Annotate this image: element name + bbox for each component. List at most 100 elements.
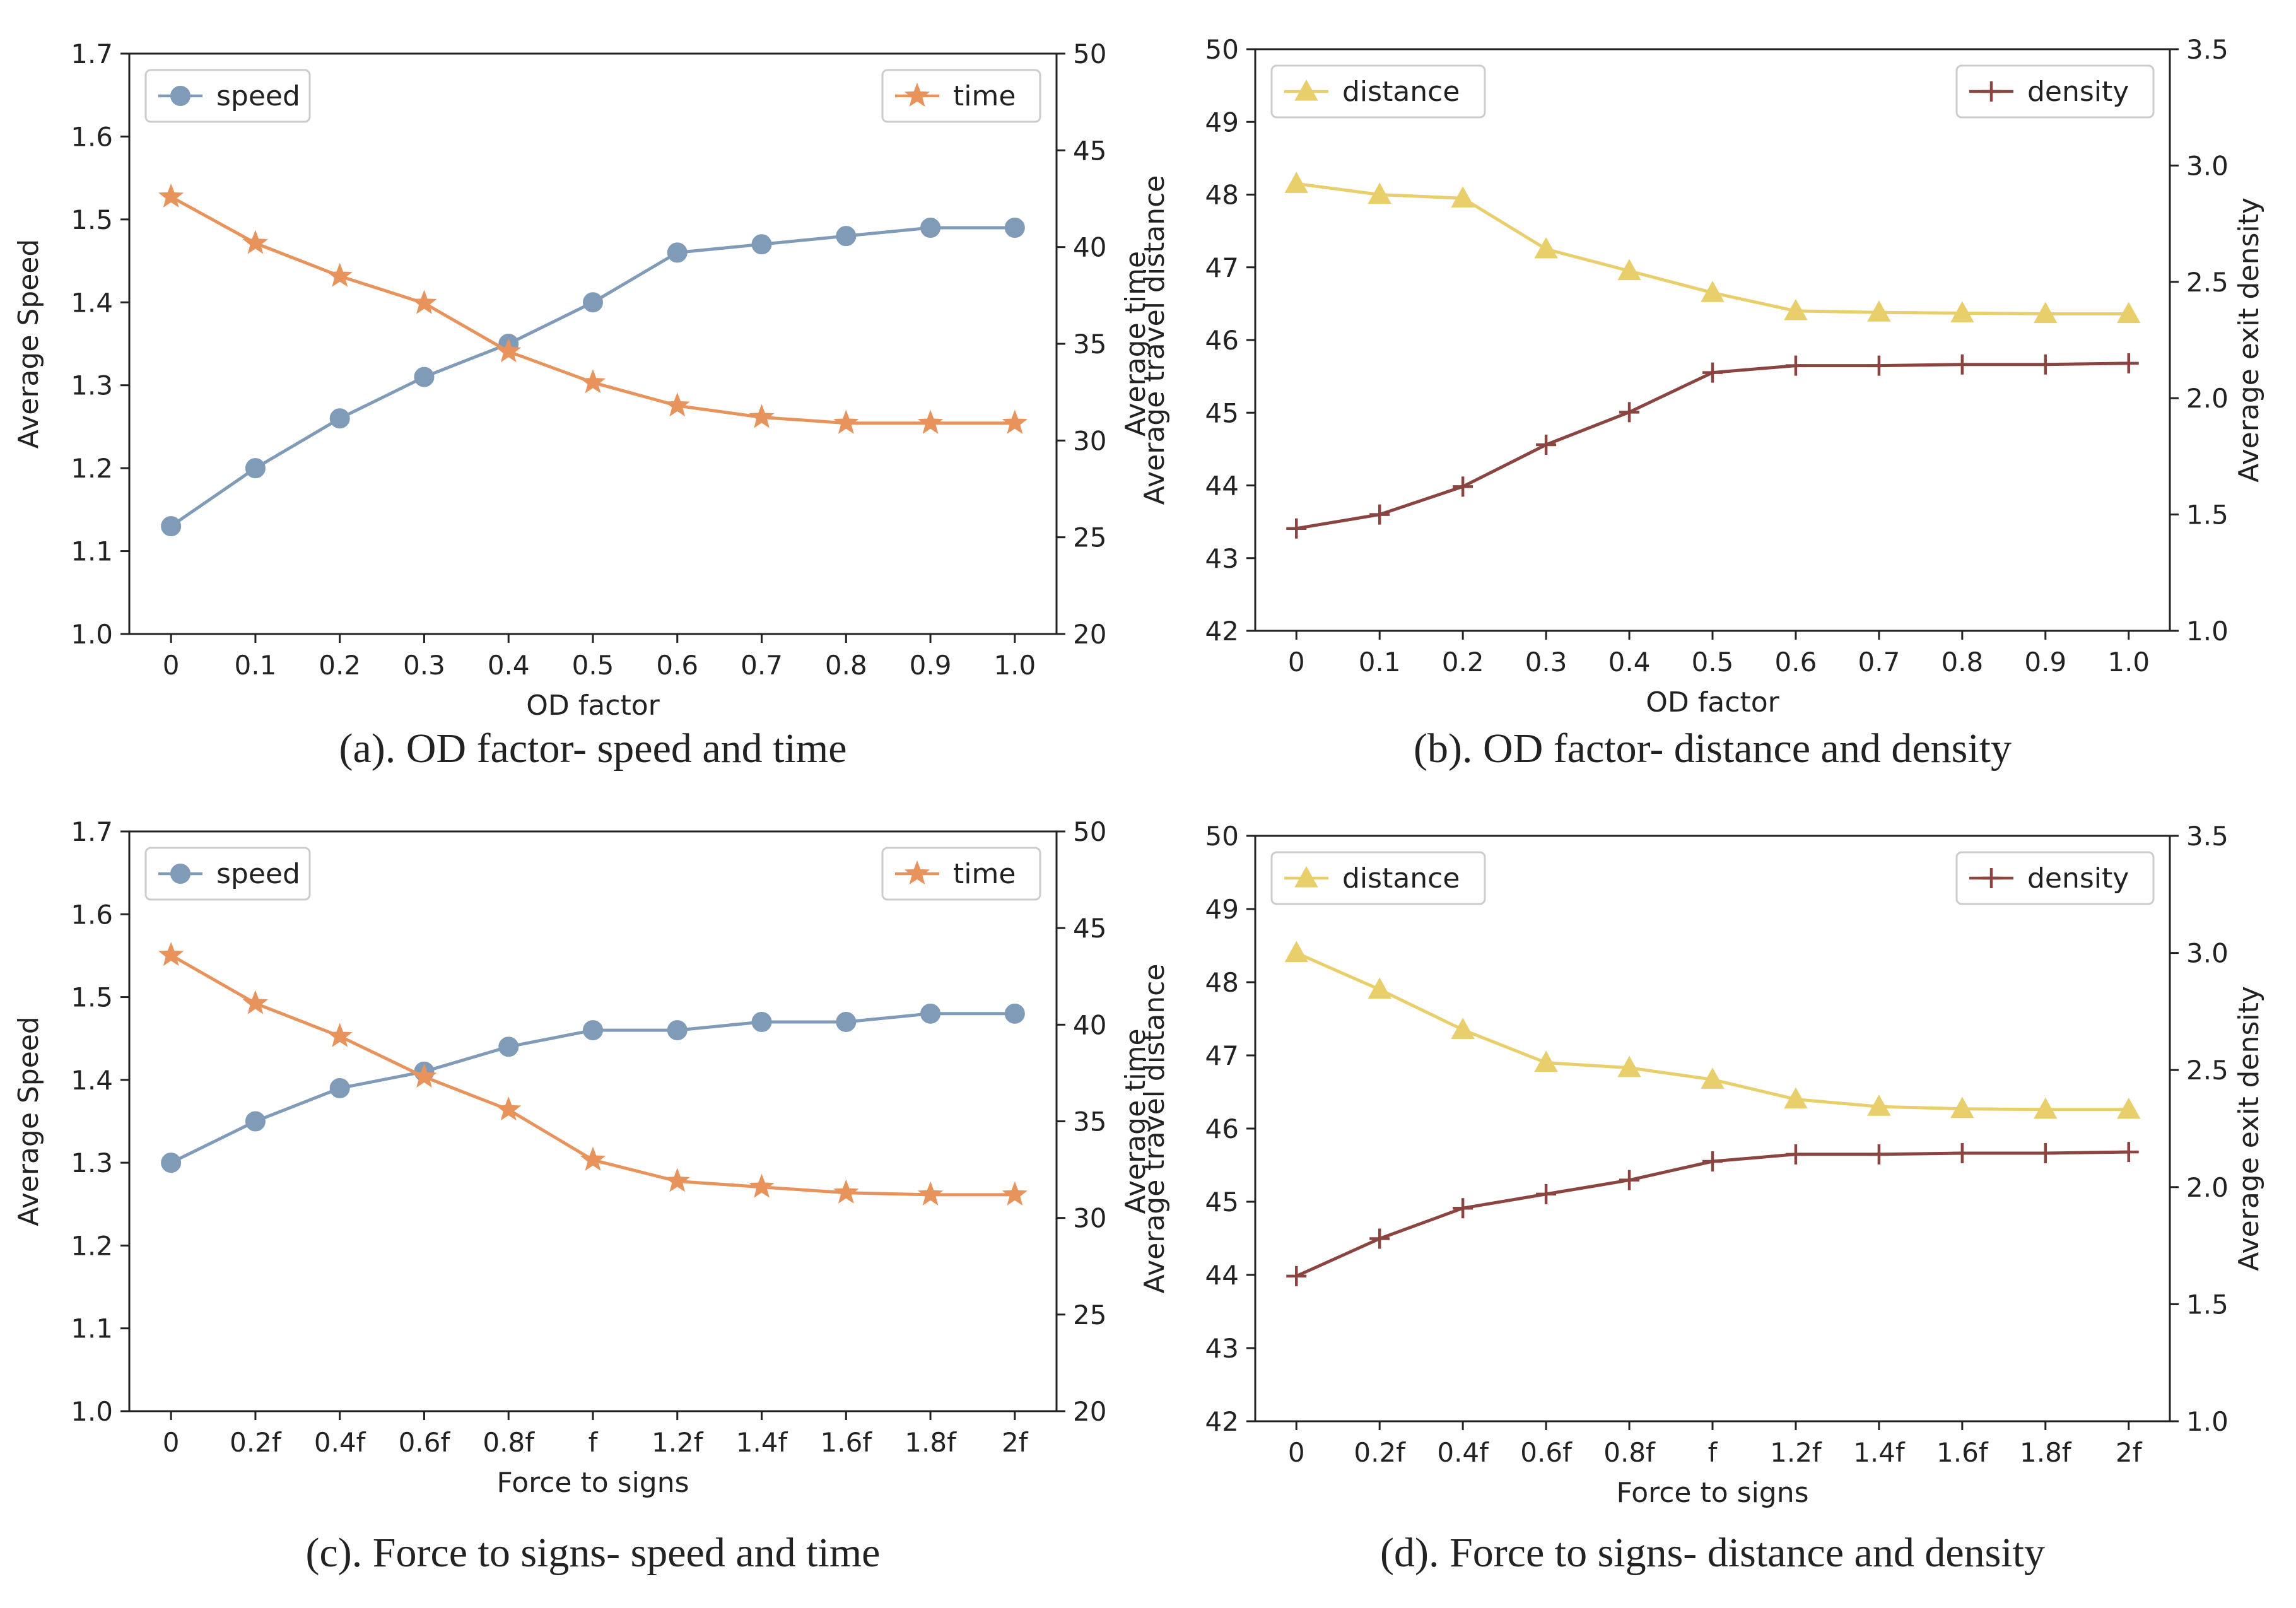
data-point-density bbox=[1868, 1144, 1889, 1165]
left-tick-label: 1.4 bbox=[71, 287, 113, 318]
left-axis-title: Average Speed bbox=[13, 239, 45, 449]
data-point-speed bbox=[836, 226, 857, 247]
legend-time: time bbox=[881, 69, 1041, 123]
data-point-density bbox=[1785, 1144, 1806, 1165]
right-tick-label: 40 bbox=[1073, 1009, 1106, 1040]
x-axis-title: OD factor bbox=[526, 690, 660, 722]
legend-marker-circle bbox=[170, 864, 190, 884]
right-tick-label: 40 bbox=[1073, 232, 1106, 263]
right-axis-title: Average exit density bbox=[2233, 986, 2265, 1271]
data-point-time bbox=[158, 183, 184, 208]
data-point-distance bbox=[2117, 302, 2141, 324]
x-tick-label: 1.4f bbox=[1853, 1437, 1906, 1468]
chart-a: 1.0 1.1 1.2 1.3 1.4 1.5 1.6 1.7 20 25 30 35 40 45 50 0 0… bbox=[13, 38, 1152, 772]
legend-frame bbox=[1955, 851, 2155, 905]
legend-frame bbox=[1270, 851, 1486, 905]
plot-frame bbox=[1254, 835, 2171, 1423]
data-point-density bbox=[1453, 476, 1473, 497]
data-point-distance bbox=[1284, 172, 1308, 193]
data-point-time bbox=[158, 941, 184, 966]
left-tick-label: 47 bbox=[1205, 1040, 1239, 1071]
data-point-speed bbox=[498, 1036, 519, 1057]
left-tick-label: 1.7 bbox=[71, 38, 113, 69]
x-tick-label: 0.6 bbox=[656, 650, 698, 681]
legend-label: time bbox=[953, 858, 1016, 890]
chart-caption: (d). Force to signs- distance and densit… bbox=[1380, 1530, 2045, 1576]
data-point-distance bbox=[1534, 237, 1558, 259]
data-point-distance bbox=[2034, 302, 2058, 324]
x-tick-label: 0.8 bbox=[1941, 647, 1983, 678]
data-point-distance bbox=[1867, 1094, 1891, 1116]
data-point-speed bbox=[667, 1020, 688, 1041]
data-point-speed bbox=[245, 1111, 266, 1132]
data-point-density bbox=[1536, 1183, 1557, 1204]
data-point-density bbox=[1286, 518, 1307, 539]
legend-marker-triangle bbox=[1294, 79, 1318, 101]
data-point-distance bbox=[2034, 1097, 2058, 1119]
data-point-time bbox=[917, 1181, 944, 1206]
x-tick-label: 0 bbox=[163, 650, 180, 681]
x-tick-label: f bbox=[1708, 1437, 1718, 1468]
left-tick-label: 50 bbox=[1205, 34, 1239, 65]
series-density bbox=[1286, 1142, 2139, 1286]
left-tick-label: 1.3 bbox=[71, 1147, 113, 1178]
right-tick-label: 3.0 bbox=[2186, 150, 2229, 181]
x-tick-label: 0.1 bbox=[1359, 647, 1401, 678]
data-point-density bbox=[1453, 1198, 1473, 1219]
left-tick-label: 49 bbox=[1205, 107, 1239, 138]
data-point-distance bbox=[1701, 281, 1725, 302]
x-tick-label: 1.4f bbox=[736, 1427, 788, 1458]
x-tick-label: 0.2 bbox=[319, 650, 361, 681]
data-point-time bbox=[580, 1146, 606, 1171]
left-tick-label: 45 bbox=[1205, 397, 1239, 428]
right-axis-title: Average time bbox=[1120, 251, 1152, 437]
left-tick-label: 1.1 bbox=[71, 536, 113, 567]
x-tick-label: 1.0 bbox=[993, 650, 1036, 681]
data-point-speed bbox=[1004, 1003, 1025, 1024]
data-point-speed bbox=[583, 292, 603, 313]
right-tick-label: 20 bbox=[1073, 1396, 1106, 1427]
legend-frame bbox=[144, 69, 311, 123]
right-tick-label: 35 bbox=[1073, 1106, 1106, 1137]
left-tick-label: 1.6 bbox=[71, 899, 113, 930]
left-tick-label: 46 bbox=[1205, 1113, 1239, 1144]
x-tick-label: 0.2 bbox=[1442, 647, 1484, 678]
left-tick-label: 43 bbox=[1205, 1333, 1239, 1364]
x-tick-label: 0.9 bbox=[2024, 647, 2066, 678]
data-point-speed bbox=[329, 1077, 350, 1098]
right-tick-label: 50 bbox=[1073, 816, 1106, 847]
legend-marker-star bbox=[904, 82, 930, 107]
legend-label: distance bbox=[1342, 76, 1460, 108]
series-time bbox=[158, 941, 1028, 1206]
x-tick-label: 0.8f bbox=[1603, 1437, 1656, 1468]
x-tick-label: 1.6f bbox=[821, 1427, 873, 1458]
data-point-density bbox=[1369, 504, 1390, 525]
data-point-time bbox=[1002, 409, 1028, 434]
x-tick-label: 0.6 bbox=[1775, 647, 1817, 678]
right-tick-label: 30 bbox=[1073, 425, 1106, 456]
x-tick-label: 0 bbox=[1288, 1437, 1305, 1468]
legend-label: time bbox=[953, 80, 1016, 112]
data-point-time bbox=[411, 290, 437, 314]
x-tick-label: 0.5 bbox=[572, 650, 614, 681]
data-point-density bbox=[2118, 1142, 2139, 1163]
data-point-time bbox=[664, 392, 690, 417]
data-point-time bbox=[580, 369, 606, 394]
data-point-speed bbox=[1004, 218, 1025, 238]
x-tick-label: 0 bbox=[163, 1427, 180, 1458]
x-tick-label: 0.6f bbox=[399, 1427, 451, 1458]
left-axis-title: Average travel distance bbox=[1139, 175, 1171, 505]
right-tick-label: 20 bbox=[1073, 619, 1106, 650]
right-tick-label: 2.5 bbox=[2186, 1055, 2229, 1086]
right-axis-title: Average exit density bbox=[2233, 197, 2265, 483]
x-tick-label: 0.4f bbox=[1437, 1437, 1489, 1468]
left-tick-label: 1.5 bbox=[71, 982, 113, 1013]
data-point-density bbox=[1619, 402, 1640, 423]
legend-label: speed bbox=[216, 80, 300, 112]
chart-c: 1.0 1.1 1.2 1.3 1.4 1.5 1.6 1.7 20 25 30 35 40 45 50 0 0… bbox=[13, 816, 1152, 1576]
right-tick-label: 3.5 bbox=[2186, 821, 2229, 852]
left-tick-label: 1.0 bbox=[71, 619, 113, 650]
left-tick-label: 1.1 bbox=[71, 1313, 113, 1344]
x-tick-label: 1.2f bbox=[652, 1427, 704, 1458]
